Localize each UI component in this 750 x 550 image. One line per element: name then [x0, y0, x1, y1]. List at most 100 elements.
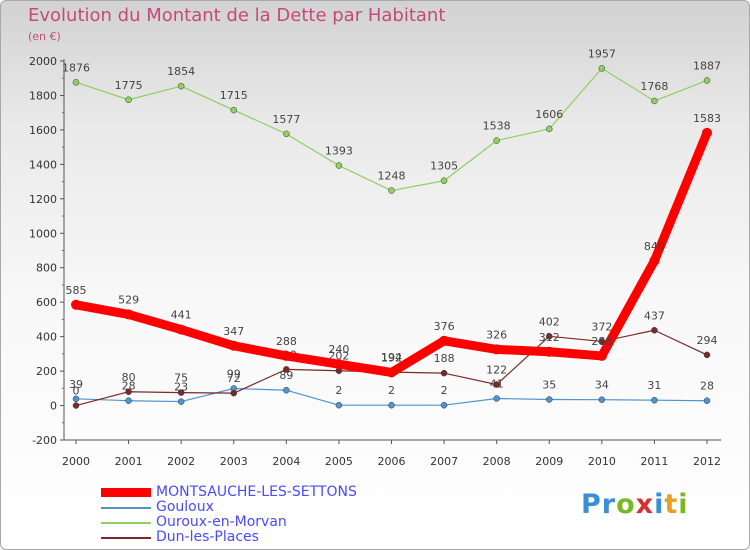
data-point: [125, 388, 132, 396]
y-tick-label: 1000: [29, 227, 57, 240]
data-point: [386, 367, 397, 378]
data-point: [72, 402, 80, 409]
data-point: [177, 398, 185, 405]
y-tick-label: 800: [36, 262, 57, 275]
data-label: 23: [174, 381, 188, 394]
data-label: 0: [73, 385, 80, 398]
data-label: 312: [539, 331, 560, 344]
legend-label: Gouloux: [156, 499, 214, 515]
data-label: 326: [486, 328, 507, 341]
data-point: [177, 82, 185, 90]
data-label: 31: [647, 379, 661, 392]
x-tick-label: 2004: [272, 455, 300, 468]
data-point: [335, 401, 343, 409]
legend-item-gouloux[interactable]: Gouloux: [101, 500, 401, 515]
legend-swatch: [101, 537, 151, 539]
data-point: [651, 327, 658, 334]
data-label: 347: [223, 325, 244, 338]
data-point: [123, 309, 134, 320]
y-tick-label: 400: [36, 331, 57, 344]
data-point: [703, 77, 711, 84]
data-point: [439, 335, 450, 346]
data-point: [546, 396, 553, 403]
data-point: [440, 177, 448, 184]
data-label: 1248: [378, 170, 406, 183]
data-label: 288: [591, 335, 612, 348]
x-tick-label: 2010: [588, 455, 616, 468]
data-point: [281, 350, 292, 361]
y-tick-label: 1200: [29, 193, 57, 206]
legend-label: MONTSAUCHE-LES-SETTONS: [156, 484, 357, 500]
data-label: 1715: [220, 89, 248, 102]
legend-swatch: [101, 507, 151, 509]
data-label: 288: [276, 335, 297, 348]
data-point: [596, 350, 607, 361]
data-label: 192: [381, 351, 402, 364]
chart-unit-label: (en €): [28, 30, 61, 43]
x-tick-label: 2006: [378, 455, 406, 468]
y-tick-label: 2000: [29, 55, 57, 68]
data-point: [493, 137, 500, 144]
y-tick-label: -200: [32, 434, 57, 447]
data-point: [283, 366, 290, 373]
data-label: 1577: [272, 113, 300, 126]
data-point: [546, 125, 553, 133]
y-tick-label: 1400: [29, 158, 57, 171]
legend-item-montsauche[interactable]: MONTSAUCHE-LES-SETTONS: [101, 485, 401, 500]
data-point: [388, 401, 395, 409]
data-point: [546, 333, 553, 340]
legend-item-ouroux[interactable]: Ouroux-en-Morvan: [101, 515, 401, 530]
data-point: [598, 65, 606, 72]
data-label: 80: [122, 371, 136, 384]
data-point: [72, 79, 80, 86]
data-point: [703, 351, 711, 359]
x-tick-label: 2007: [430, 455, 458, 468]
data-label: 372: [591, 320, 612, 333]
legend-item-dun[interactable]: Dun-les-Places: [101, 530, 401, 545]
data-point: [177, 389, 185, 396]
data-label: 376: [434, 320, 455, 333]
chart-title: Evolution du Montant de la Dette par Hab…: [28, 5, 446, 26]
data-label: 39: [69, 378, 83, 391]
y-tick-label: 1600: [29, 124, 57, 137]
x-tick-label: 2009: [535, 455, 563, 468]
legend-swatch: [101, 522, 151, 524]
legend-label: Ouroux-en-Morvan: [156, 514, 287, 530]
data-label: 28: [122, 380, 136, 393]
x-tick-label: 2011: [640, 455, 668, 468]
x-tick-label: 2012: [693, 455, 721, 468]
y-tick-label: 1800: [29, 89, 57, 102]
data-point: [388, 187, 395, 194]
data-point: [544, 346, 555, 357]
data-label: 402: [539, 315, 560, 328]
data-label: 1854: [167, 65, 195, 78]
data-label: 529: [118, 293, 139, 306]
data-point: [228, 340, 239, 351]
data-label: 75: [174, 372, 188, 385]
x-tick-label: 2008: [483, 455, 511, 468]
data-point: [72, 395, 80, 403]
data-label: 188: [434, 352, 455, 365]
data-label: 294: [697, 334, 718, 347]
data-label: 1583: [693, 112, 721, 125]
data-label: 1538: [483, 120, 511, 133]
data-point: [176, 324, 187, 335]
data-point: [493, 395, 500, 402]
data-label: 240: [328, 343, 349, 356]
data-label: 1957: [588, 47, 616, 60]
x-tick-label: 2005: [325, 455, 353, 468]
data-label: 1775: [115, 79, 143, 92]
data-point: [651, 97, 658, 105]
data-point: [440, 401, 448, 409]
proxiti-logo: Proxiti: [581, 489, 689, 520]
data-point: [440, 369, 448, 377]
data-point: [491, 344, 502, 355]
data-label: 122: [486, 364, 507, 377]
data-label: 1305: [430, 160, 458, 173]
data-label: 840: [644, 240, 665, 253]
data-label: 1393: [325, 145, 353, 158]
data-point: [125, 397, 132, 404]
x-tick-label: 2000: [62, 455, 90, 468]
data-label: 35: [542, 379, 556, 392]
